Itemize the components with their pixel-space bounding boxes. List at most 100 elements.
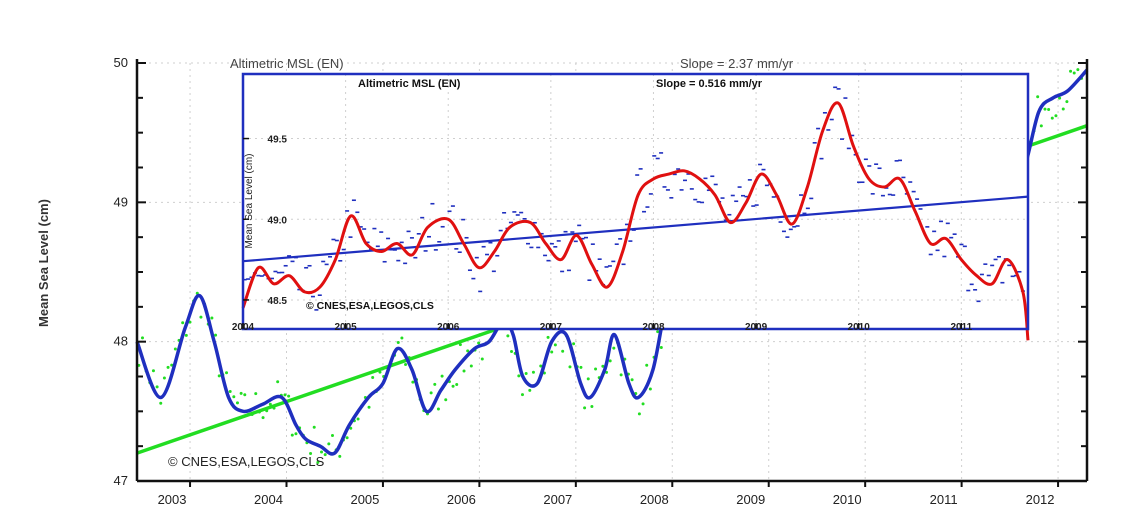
- raw-point: [166, 365, 170, 369]
- raw-point: [283, 393, 287, 397]
- raw-point: [477, 341, 481, 345]
- raw-point: [440, 374, 444, 378]
- x-tick-label: 2007: [540, 322, 563, 333]
- raw-point: [235, 401, 239, 405]
- raw-point: [243, 393, 247, 397]
- raw-point: [510, 349, 514, 353]
- raw-point: [1076, 68, 1080, 72]
- raw-point: [590, 404, 594, 408]
- inset-y-axis-label: Mean Sea Level (cm): [244, 153, 255, 248]
- raw-point: [1069, 69, 1073, 73]
- raw-point: [429, 391, 433, 395]
- x-tick-label: 2011: [950, 322, 972, 333]
- raw-point: [155, 385, 159, 389]
- raw-point: [572, 342, 576, 346]
- raw-point: [601, 364, 605, 368]
- inset-y-tick-labels: 48.5 49.0 49.5: [268, 135, 288, 307]
- raw-point: [1065, 100, 1069, 104]
- raw-point: [469, 364, 473, 368]
- raw-point: [462, 369, 466, 373]
- y-tick-label: 48.5: [268, 296, 288, 307]
- raw-point: [210, 316, 214, 320]
- raw-point: [327, 442, 331, 446]
- raw-point: [1039, 124, 1043, 128]
- main-axes: [135, 59, 1089, 487]
- main-chart-title: Altimetric MSL (EN): [230, 56, 344, 71]
- raw-point: [294, 432, 298, 436]
- x-tick-label: 2012: [1026, 492, 1055, 507]
- x-tick-label: 2006: [437, 322, 460, 333]
- raw-point: [140, 336, 144, 340]
- inset-smoothed-series: [241, 101, 1030, 341]
- raw-point: [254, 392, 258, 396]
- raw-point: [181, 321, 185, 325]
- raw-point: [520, 393, 524, 397]
- raw-point: [594, 367, 598, 371]
- raw-point: [546, 335, 550, 339]
- y-tick-label: 48: [114, 334, 128, 349]
- raw-point: [199, 315, 203, 319]
- raw-point: [349, 426, 353, 430]
- raw-point: [1047, 108, 1051, 112]
- inset-x-tick-labels: 2004 2005 2006 2007 2008 2009 2010 2011: [232, 322, 973, 333]
- y-tick-label: 47: [114, 473, 128, 488]
- y-tick-label: 49: [114, 194, 128, 209]
- raw-point: [287, 394, 291, 398]
- raw-point: [517, 374, 521, 378]
- x-tick-label: 2004: [254, 492, 283, 507]
- raw-point: [338, 454, 342, 458]
- raw-point: [1036, 95, 1040, 99]
- raw-point: [528, 388, 532, 392]
- raw-point: [579, 365, 583, 369]
- raw-point: [371, 375, 375, 379]
- raw-point: [151, 369, 155, 373]
- raw-point: [184, 333, 188, 337]
- raw-point: [466, 349, 470, 353]
- y-tick-label: 49.0: [268, 215, 288, 226]
- y-tick-label: 50: [114, 55, 128, 70]
- inset-chart-title: Altimetric MSL (EN): [358, 78, 461, 90]
- raw-point: [444, 398, 448, 402]
- raw-point: [228, 390, 232, 394]
- x-tick-label: 2010: [833, 492, 862, 507]
- raw-point: [659, 345, 663, 349]
- x-tick-label: 2006: [447, 492, 476, 507]
- raw-point: [553, 343, 557, 347]
- main-slope-label: Slope = 2.37 mm/yr: [680, 56, 794, 71]
- raw-point: [1058, 96, 1062, 100]
- raw-point: [455, 382, 459, 386]
- raw-point: [550, 350, 554, 354]
- inset-copyright: © CNES,ESA,LEGOS,CLS: [306, 300, 434, 312]
- x-tick-label: 2004: [232, 322, 255, 333]
- raw-point: [586, 377, 590, 381]
- raw-point: [232, 395, 236, 399]
- raw-point: [217, 374, 221, 378]
- raw-point: [433, 382, 437, 386]
- main-y-tick-labels: 47 48 49 50: [114, 55, 128, 488]
- raw-point: [630, 378, 634, 382]
- raw-point: [451, 384, 455, 388]
- raw-point: [290, 433, 294, 437]
- raw-point: [1072, 71, 1076, 75]
- raw-point: [480, 357, 484, 361]
- x-tick-label: 2011: [930, 492, 958, 507]
- raw-point: [396, 340, 400, 344]
- raw-point: [1061, 107, 1065, 111]
- raw-point: [170, 363, 174, 367]
- raw-point: [214, 333, 218, 337]
- inset-ticks: [242, 137, 963, 329]
- raw-point: [345, 436, 349, 440]
- raw-point: [539, 364, 543, 368]
- x-tick-label: 2009: [745, 322, 768, 333]
- x-tick-label: 2007: [543, 492, 572, 507]
- x-tick-label: 2005: [334, 322, 357, 333]
- x-tick-label: 2005: [350, 492, 379, 507]
- x-tick-label: 2008: [642, 322, 665, 333]
- inset-frame: [241, 72, 1030, 331]
- x-tick-label: 2009: [736, 492, 765, 507]
- raw-point: [323, 453, 327, 457]
- raw-point: [411, 380, 415, 384]
- y-tick-label: 49.5: [268, 135, 288, 146]
- main-x-tick-labels: 2003 2004 2005 2006 2007 2008 2009 2010 2011 2012: [158, 492, 1055, 507]
- raw-point: [276, 380, 280, 384]
